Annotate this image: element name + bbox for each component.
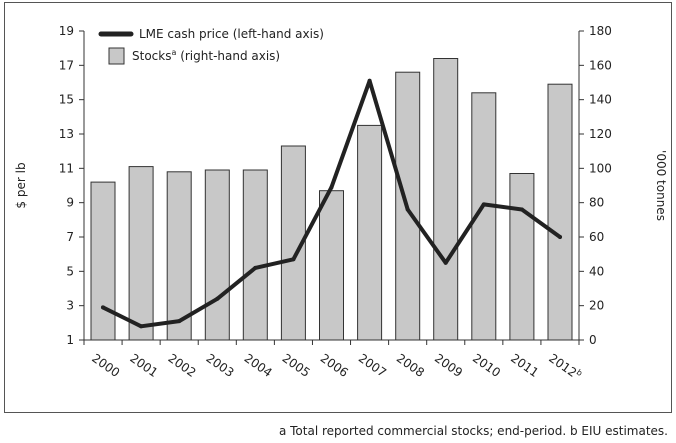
- line-point-2003: [215, 296, 220, 301]
- right-tick-label-120: 120: [589, 127, 612, 141]
- line-point-2004: [253, 265, 258, 270]
- x-tick-label-2009: 2009: [432, 351, 465, 380]
- right-tick-label-140: 140: [589, 93, 612, 107]
- bar-stocks-2011: [509, 173, 535, 341]
- bar-stocks-2012: [547, 83, 573, 341]
- left-tick-label-15: 15: [59, 93, 74, 107]
- x-tick-label-2004: 2004: [242, 351, 275, 380]
- left-tick-label-13: 13: [59, 127, 74, 141]
- right-tick-label-60: 60: [589, 230, 604, 244]
- x-tick-label-2001: 2001: [127, 351, 160, 380]
- left-axis-title: $ per lb: [14, 162, 28, 208]
- legend-bar-superscript: a: [171, 48, 176, 57]
- bar-stocks-2001: [128, 166, 154, 341]
- bar-stocks-2003: [204, 169, 230, 341]
- x-tick-label-2002: 2002: [165, 351, 198, 380]
- bar-stocks-2004: [242, 169, 268, 341]
- x-tick-label-2011: 2011: [508, 351, 541, 380]
- line-point-2012: [558, 235, 562, 239]
- right-tick-label-80: 80: [589, 196, 604, 210]
- left-tick-label-5: 5: [66, 264, 74, 278]
- legend-bar-label: Stocksa (right-hand axis): [132, 48, 280, 63]
- line-point-2001: [139, 324, 144, 329]
- bar-stocks-2007: [357, 124, 383, 341]
- line-point-2008: [405, 207, 410, 212]
- right-tick-label-0: 0: [589, 333, 597, 347]
- x-tick-label-2007: 2007: [356, 351, 389, 380]
- left-tick-label-7: 7: [66, 230, 74, 244]
- bar-stocks-2009: [433, 58, 459, 341]
- line-point-2006: [329, 185, 334, 190]
- right-tick-label-180: 180: [589, 24, 612, 38]
- line-point-2009: [443, 260, 448, 265]
- left-tick-label-3: 3: [66, 299, 74, 313]
- line-point-2011: [519, 207, 524, 212]
- x-tick-label-2008: 2008: [394, 351, 427, 380]
- bar-stocks-2000: [90, 181, 116, 341]
- right-tick-label-20: 20: [589, 299, 604, 313]
- left-tick-label-19: 19: [59, 24, 74, 38]
- line-point-2002: [177, 319, 182, 324]
- footnote: a Total reported commercial stocks; end-…: [278, 424, 668, 438]
- x-tick-label-superscript: b: [575, 368, 584, 378]
- right-tick-label-160: 160: [589, 58, 612, 72]
- line-point-2005: [291, 257, 296, 262]
- x-tick-label-2010: 2010: [470, 351, 503, 380]
- bar-stocks-2002: [166, 171, 192, 341]
- left-tick-label-11: 11: [59, 161, 74, 175]
- right-tick-label-100: 100: [589, 161, 612, 175]
- x-tick-label-2012: 2012b: [546, 350, 584, 383]
- bar-stocks-2006: [319, 190, 344, 341]
- line-point-2010: [481, 202, 486, 207]
- left-tick-label-1: 1: [66, 333, 74, 347]
- chart-svg: 1357911131517190204060801001201401601802…: [14, 24, 668, 383]
- x-tick-label-2003: 2003: [204, 351, 237, 380]
- x-tick-label-2006: 2006: [318, 351, 351, 380]
- right-tick-label-40: 40: [589, 264, 604, 278]
- legend-bar-suffix: (right-hand axis): [176, 49, 280, 63]
- right-axis-title: '000 tonnes: [654, 150, 668, 221]
- left-tick-label-17: 17: [59, 58, 74, 72]
- line-point-2000: [101, 305, 105, 310]
- x-tick-label-2005: 2005: [280, 351, 313, 380]
- legend-line-label: LME cash price (left-hand axis): [139, 27, 324, 41]
- x-tick-label-2000: 2000: [89, 351, 122, 380]
- chart-frame: 1 3 5 7 9 11 13 15 17 19 0 20 40 60 80 100 120 140 160 180 2…: [4, 2, 672, 413]
- left-tick-label-9: 9: [66, 196, 74, 210]
- legend-bar-swatch: [108, 47, 125, 65]
- line-point-2007: [367, 78, 372, 83]
